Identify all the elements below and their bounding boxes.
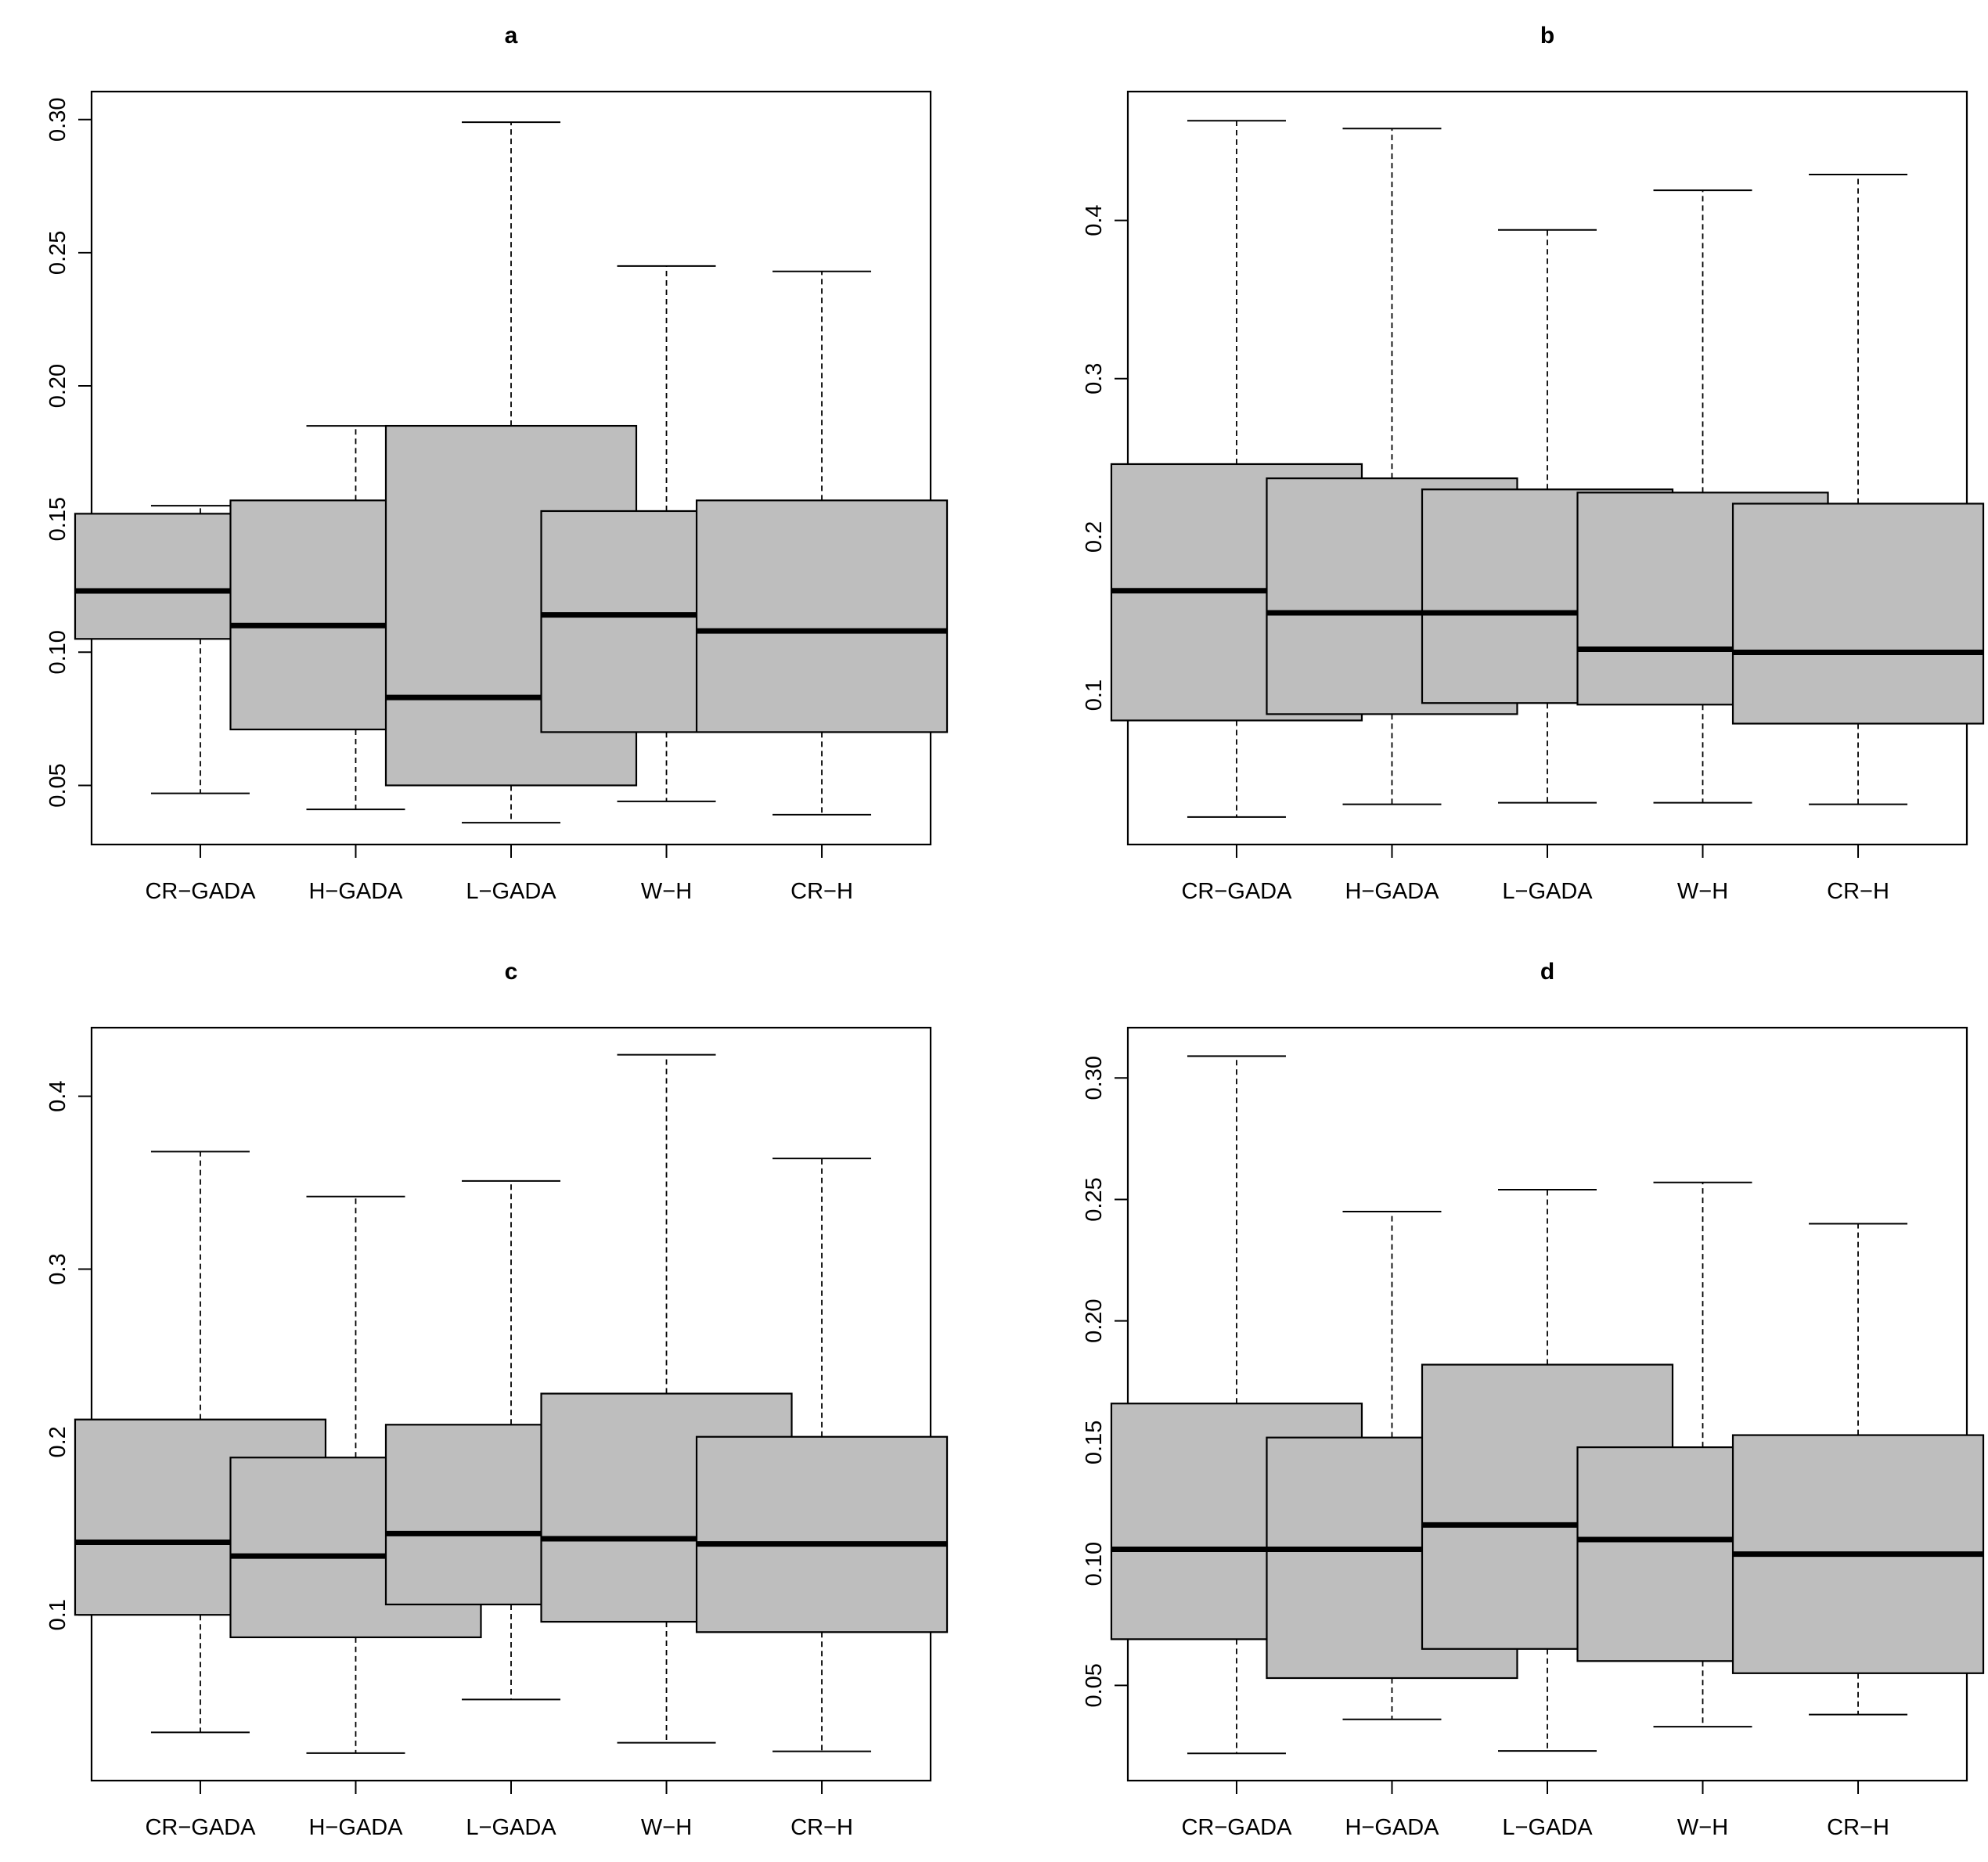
- boxplot-0: [74, 1151, 327, 1734]
- boxplot-4: [1731, 173, 1985, 805]
- x-tick-label: L−GADA: [1502, 879, 1593, 904]
- iqr-box: [1731, 502, 1985, 725]
- x-tick-label: H−GADA: [1345, 1815, 1439, 1840]
- x-tick-label: H−GADA: [308, 879, 403, 904]
- iqr-box: [695, 1435, 949, 1633]
- x-tick-label: CR−H: [791, 879, 853, 904]
- x-tick-label: W−H: [1677, 879, 1728, 904]
- y-tick-label: 0.4: [45, 1081, 70, 1112]
- y-tick-label: 0.20: [45, 364, 70, 408]
- y-tick-label: 0.10: [45, 630, 70, 674]
- y-tick-label: 0.25: [1082, 1177, 1107, 1221]
- y-tick-label: 0.20: [1082, 1298, 1107, 1342]
- x-tick-label: L−GADA: [1502, 1815, 1593, 1840]
- y-tick-label: 0.1: [45, 1599, 70, 1630]
- panel-a: a 0.05 0.10 0.15 0.20 0.25 0.30 CR−GADA H−GADA L−…: [45, 23, 949, 904]
- y-tick-label: 0.30: [1082, 1056, 1107, 1100]
- iqr-box: [695, 499, 949, 733]
- x-tick-label: CR−GADA: [1181, 879, 1292, 904]
- y-tick-label: 0.05: [1082, 1663, 1107, 1707]
- panel-title: d: [1540, 959, 1554, 985]
- x-tick-label: CR−H: [1827, 1815, 1889, 1840]
- x-tick-label: L−GADA: [466, 1815, 556, 1840]
- x-tick-label: CR−GADA: [145, 1815, 256, 1840]
- panel-b: b 0.1 0.2 0.3 0.4 CR−GADA H−GADA L−GADA W−H CR−H: [1082, 23, 1985, 904]
- x-tick-label: W−H: [641, 879, 692, 904]
- panel-d: d 0.05 0.10 0.15 0.20 0.25 0.30 CR−GADA H−GADA L−…: [1082, 959, 1985, 1840]
- x-tick-label: CR−H: [1827, 879, 1889, 904]
- x-tick-label: W−H: [641, 1815, 692, 1840]
- y-tick-label: 0.15: [1082, 1421, 1107, 1464]
- panel-title: c: [505, 959, 518, 985]
- boxplot-4: [695, 1158, 949, 1752]
- x-tick-label: H−GADA: [308, 1815, 403, 1840]
- y-tick-label: 0.3: [45, 1253, 70, 1284]
- y-tick-label: 0.15: [45, 497, 70, 541]
- y-tick-label: 0.30: [45, 98, 70, 142]
- x-tick-label: W−H: [1677, 1815, 1728, 1840]
- x-tick-label: CR−H: [791, 1815, 853, 1840]
- y-tick-label: 0.3: [1082, 363, 1107, 394]
- x-tick-label: CR−GADA: [145, 879, 256, 904]
- y-tick-label: 0.25: [45, 231, 70, 275]
- y-tick-label: 0.1: [1082, 679, 1107, 711]
- x-tick-label: L−GADA: [466, 879, 556, 904]
- boxplot-4: [1731, 1223, 1985, 1716]
- y-tick-label: 0.05: [45, 763, 70, 807]
- y-tick-label: 0.4: [1082, 204, 1107, 236]
- y-tick-label: 0.2: [1082, 521, 1107, 553]
- panel-c: c 0.1 0.2 0.3 0.4 CR−GADA H−GADA L−GADA W−H CR−H: [45, 959, 949, 1840]
- y-tick-label: 0.10: [1082, 1542, 1107, 1586]
- panel-title: a: [505, 23, 518, 49]
- boxplot-3: [540, 1053, 793, 1744]
- y-tick-label: 0.2: [45, 1426, 70, 1457]
- panel-title: b: [1540, 23, 1554, 49]
- x-tick-label: CR−GADA: [1181, 1815, 1292, 1840]
- x-tick-label: H−GADA: [1345, 879, 1439, 904]
- boxplot-4: [695, 270, 949, 816]
